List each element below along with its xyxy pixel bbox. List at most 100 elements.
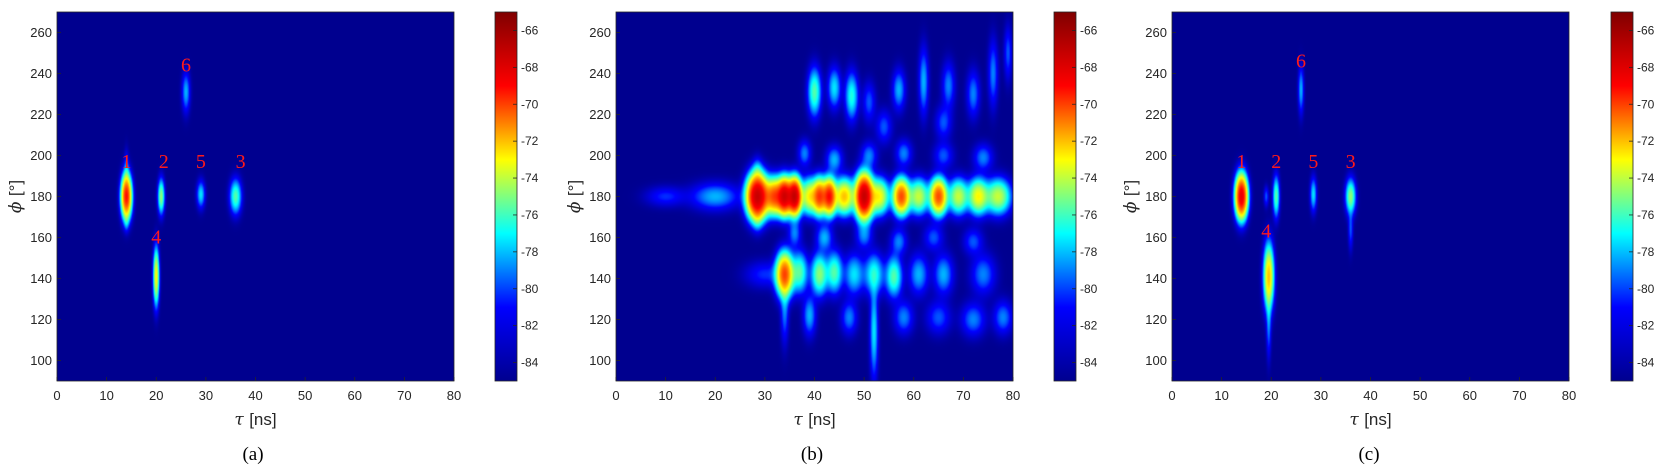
x-tick-label: 70	[1512, 388, 1526, 403]
x-tick-label: 10	[99, 388, 113, 403]
colorbar-tick-label: -68	[521, 60, 539, 74]
x-tick-label: 20	[708, 388, 722, 403]
x-tick-label: 10	[658, 388, 672, 403]
x-tick-label: 20	[149, 388, 163, 403]
y-tick-label: 140	[589, 271, 611, 286]
heatmap-panel-a: 0 10 20 30 40 50 60 70 8010012014016018020022024…	[6, 11, 539, 465]
x-axis-label: τ [ns]	[1349, 410, 1391, 430]
y-tick-label: 200	[589, 148, 611, 163]
y-tick-label: 100	[589, 353, 611, 368]
colorbar-tick-label: -74	[521, 171, 539, 185]
x-tick-label: 60	[348, 388, 362, 403]
path-label-4: 4	[151, 227, 161, 249]
heatmap-panel-b: 0 10 20 30 40 50 60 70 80 100 120 140 160 180 200 220 24…	[565, 11, 1098, 465]
colorbar-tick-label: -84	[1080, 356, 1098, 370]
heatmap-image	[1172, 12, 1569, 381]
path-label-3: 3	[1346, 151, 1356, 173]
y-tick-label: 120	[30, 312, 52, 327]
y-tick-label: 260	[1145, 25, 1167, 40]
y-tick-label: 240	[30, 66, 52, 81]
path-label-6: 6	[1296, 50, 1306, 72]
y-tick-label: 200	[30, 148, 52, 163]
x-tick-label: 40	[807, 388, 821, 403]
y-tick-label: 220	[30, 107, 52, 122]
x-tick-label: 70	[956, 388, 970, 403]
colorbar-gradient	[494, 11, 518, 382]
x-tick-label: 0	[1168, 388, 1175, 403]
path-label-1: 1	[121, 151, 131, 173]
y-axis-label: ϕ [°]	[565, 180, 585, 213]
colorbar-tick-label: -66	[1637, 23, 1655, 37]
colorbar-tick-label: -70	[1080, 97, 1098, 111]
colorbar-tick-label: -66	[521, 23, 539, 37]
path-label-4: 4	[1261, 221, 1271, 243]
colorbar-tick-label: -68	[1080, 60, 1098, 74]
colorbar-tick-label: -76	[1637, 208, 1655, 222]
x-tick-label: 50	[857, 388, 871, 403]
path-label-1: 1	[1236, 151, 1246, 173]
path-label-6: 6	[181, 54, 191, 76]
x-tick-label: 80	[447, 388, 461, 403]
y-tick-label: 260	[30, 25, 52, 40]
colorbar-tick-label: -84	[1637, 356, 1655, 370]
subfigure-caption: (a)	[242, 444, 263, 465]
x-tick-label: 30	[758, 388, 772, 403]
subfigure-caption: (b)	[801, 444, 823, 465]
y-tick-label: 240	[1145, 66, 1167, 81]
colorbar-tick-label: -82	[1080, 319, 1098, 333]
y-tick-label: 220	[589, 107, 611, 122]
x-tick-label: 50	[1413, 388, 1427, 403]
x-tick-label: 40	[1363, 388, 1377, 403]
x-tick-label: 30	[199, 388, 213, 403]
x-tick-label: 80	[1006, 388, 1020, 403]
colorbar-tick-label: -84	[521, 356, 539, 370]
y-tick-label: 220	[1145, 107, 1167, 122]
colorbar-tick-label: -74	[1637, 171, 1655, 185]
colorbar-tick-label: -68	[1637, 60, 1655, 74]
colorbar: -66 -68 -70 -72 -74 -76 -78 -80 -82 -84	[494, 11, 539, 382]
y-axis-label: ϕ [°]	[1121, 180, 1141, 213]
colorbar-tick-label: -70	[1637, 97, 1655, 111]
y-tick-label: 180	[589, 189, 611, 204]
colorbar-tick-label: -78	[1637, 245, 1655, 259]
subfigure-caption: (c)	[1358, 444, 1379, 465]
y-tick-label: 100	[1145, 353, 1167, 368]
path-label-2: 2	[1271, 151, 1281, 173]
y-tick-label: 140	[1145, 271, 1167, 286]
y-tick-label: 240	[589, 66, 611, 81]
heatmap-image	[616, 12, 1013, 381]
colorbar-tick-label: -78	[521, 245, 539, 259]
colorbar-tick-label: -72	[521, 134, 539, 148]
y-tick-label: 100	[30, 353, 52, 368]
colorbar-tick-label: -66	[1080, 23, 1098, 37]
colorbar-tick-label: -80	[1637, 282, 1655, 296]
y-tick-label: 160	[1145, 230, 1167, 245]
path-label-2: 2	[159, 151, 169, 173]
colorbar-tick-label: -76	[521, 208, 539, 222]
x-tick-label: 70	[397, 388, 411, 403]
y-tick-label: 260	[589, 25, 611, 40]
colorbar: -66 -68 -70 -72 -74 -76 -78 -80 -82 -84	[1610, 11, 1655, 382]
y-tick-label: 160	[30, 230, 52, 245]
colorbar-tick-label: -82	[521, 319, 539, 333]
colorbar-tick-label: -72	[1637, 134, 1655, 148]
colorbar-gradient	[1053, 11, 1077, 382]
x-tick-label: 20	[1264, 388, 1278, 403]
colorbar-tick-label: -78	[1080, 245, 1098, 259]
x-tick-label: 60	[1463, 388, 1477, 403]
y-tick-label: 120	[1145, 312, 1167, 327]
colorbar-tick-label: -80	[521, 282, 539, 296]
x-tick-label: 0	[612, 388, 619, 403]
colorbar-gradient	[1610, 11, 1634, 382]
path-label-5: 5	[196, 151, 206, 173]
x-tick-label: 40	[248, 388, 262, 403]
y-tick-label: 160	[589, 230, 611, 245]
colorbar-tick-label: -80	[1080, 282, 1098, 296]
path-label-5: 5	[1308, 151, 1318, 173]
colorbar-tick-label: -82	[1637, 319, 1655, 333]
x-tick-label: 10	[1214, 388, 1228, 403]
heatmap-image	[57, 12, 454, 381]
y-tick-label: 140	[30, 271, 52, 286]
colorbar-tick-label: -72	[1080, 134, 1098, 148]
x-tick-label: 80	[1562, 388, 1576, 403]
